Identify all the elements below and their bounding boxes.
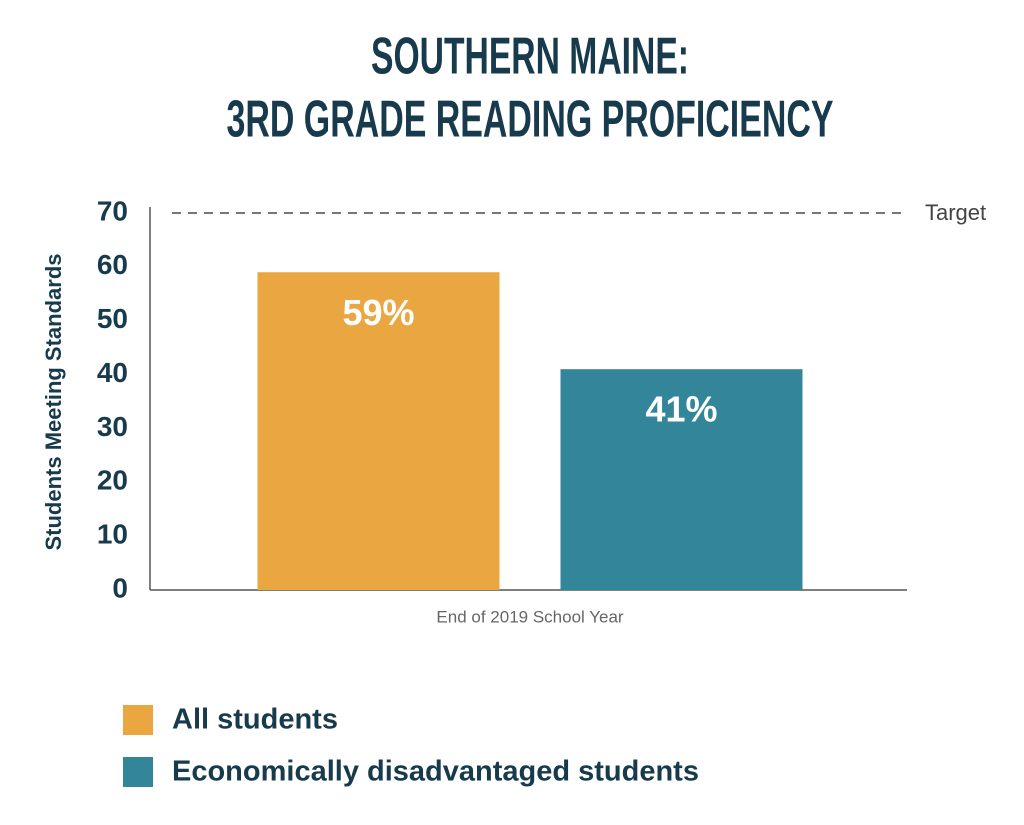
legend-swatch — [123, 705, 153, 735]
target-label: Target — [925, 200, 986, 225]
y-tick-label: 40 — [97, 357, 128, 388]
y-tick-label: 0 — [112, 572, 128, 603]
y-axis-label: Students Meeting Standards — [41, 253, 66, 550]
value-label: 59% — [342, 292, 414, 333]
y-tick-label: 70 — [97, 195, 128, 226]
y-tick-label: 10 — [97, 519, 128, 550]
y-tick-label: 60 — [97, 249, 128, 280]
bar — [257, 272, 500, 590]
y-tick-label: 30 — [97, 411, 128, 442]
legend-label: All students — [172, 704, 338, 736]
value-label: 41% — [645, 389, 717, 430]
x-tick-label: End of 2019 School Year — [436, 607, 623, 626]
chart-title: 3RD GRADE READING PROFICIENCY — [227, 91, 834, 149]
chart-title: SOUTHERN MAINE: — [371, 28, 689, 86]
y-tick-label: 20 — [97, 465, 128, 496]
legend-swatch — [123, 757, 153, 787]
y-tick-label: 50 — [97, 303, 128, 334]
bar — [560, 369, 803, 590]
legend-label: Economically disadvantaged students — [172, 756, 699, 788]
